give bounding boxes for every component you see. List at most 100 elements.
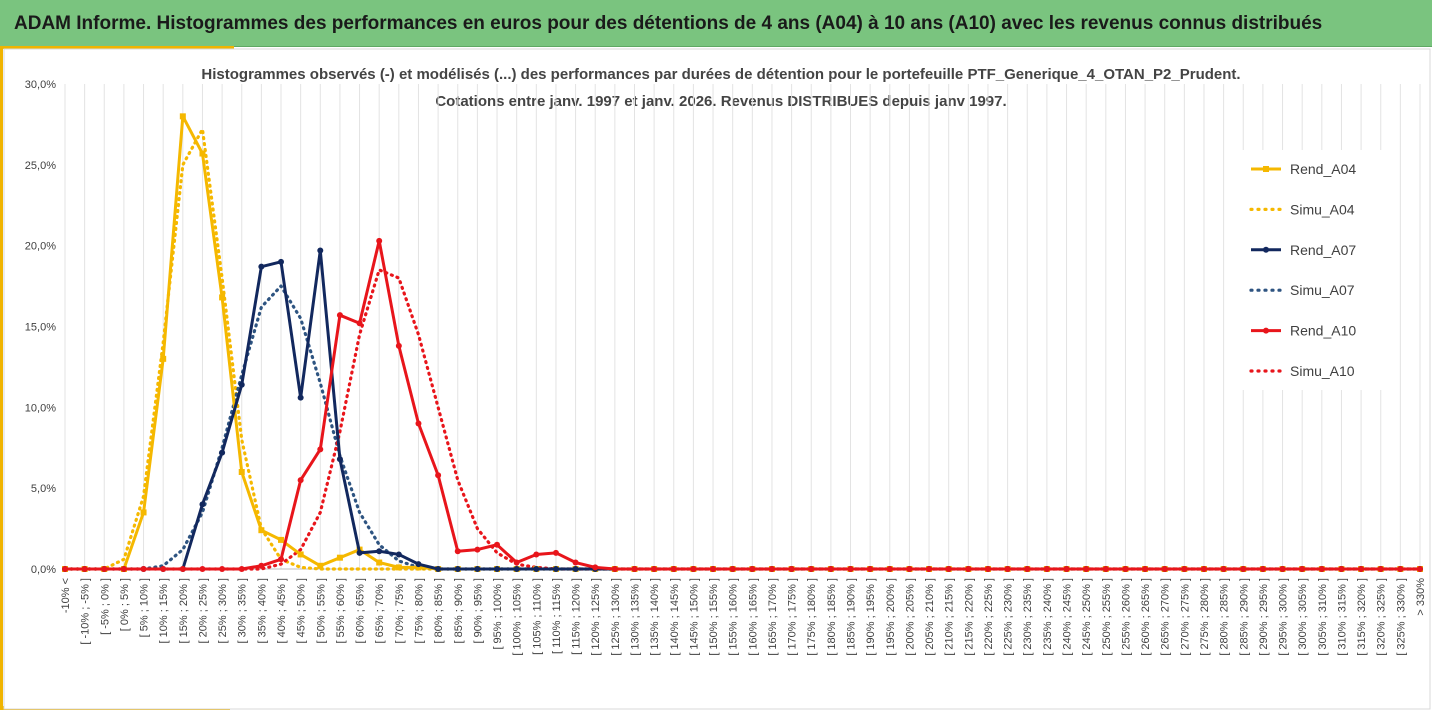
data-point (395, 342, 402, 349)
data-point (278, 536, 285, 543)
data-point (729, 566, 736, 572)
data-point (219, 294, 226, 301)
legend-label: Rend_A04 (1290, 161, 1356, 177)
report-banner: ADAM Informe. Histogrammes des performan… (0, 0, 1432, 47)
x-tick-label: [ 205% ; 210% ] (924, 578, 936, 656)
data-point (356, 549, 363, 556)
legend-item-Simu_A10: Simu_A10 (1249, 363, 1355, 379)
data-point (179, 113, 186, 120)
x-tick-label: [ 130% ; 135% ] (629, 578, 641, 656)
data-point (847, 566, 854, 572)
data-point (395, 551, 402, 558)
data-point (1161, 566, 1168, 572)
x-tick-label: [ 105% ; 110% ] (531, 578, 543, 655)
x-tick-label: [ 100% ; 105% ] (512, 578, 524, 656)
x-tick-label: [ 150% ; 155% ] (708, 578, 720, 656)
x-tick-label: [ 85% ; 90% ] (453, 578, 465, 643)
x-tick-label: [ 120% ; 125% ] (590, 578, 602, 656)
data-point (297, 551, 304, 558)
data-point (1004, 566, 1011, 572)
chart-legend: Rend_A04 Simu_A04 Rend_A07 Simu_A07 Rend_A10… (1238, 150, 1398, 390)
gridlines (64, 84, 1421, 570)
data-point (1299, 566, 1306, 572)
x-tick-label: [ 230% ; 235% ] (1022, 578, 1034, 656)
legend-label: Simu_A04 (1290, 201, 1355, 217)
data-point (160, 355, 167, 362)
histogram-chart: Histogrammes observés (-) et modélisés (… (3, 48, 1431, 710)
x-tick-label: [ 195% ; 200% ] (885, 578, 897, 656)
x-tick-label: [ 315% ; 320% ] (1356, 578, 1368, 656)
data-point (808, 566, 815, 572)
legend-box (1238, 150, 1398, 390)
legend-item-Simu_A07: Simu_A07 (1249, 282, 1355, 298)
x-tick-label: [ 70% ; 75% ] (394, 578, 406, 643)
y-tick-label: 25,0% (25, 160, 56, 172)
data-point (690, 566, 697, 572)
data-point (1181, 566, 1188, 572)
x-tick-label: [ 280% ; 285% ] (1219, 578, 1231, 656)
data-point (552, 566, 559, 572)
x-tick-label: [ 215% ; 220% ] (963, 578, 975, 656)
data-point (297, 477, 304, 484)
data-point (670, 566, 677, 572)
y-tick-label: 0,0% (31, 564, 56, 576)
x-tick-label: [ 170% ; 175% ] (787, 578, 799, 656)
x-tick-label: [ 45% ; 50% ] (296, 578, 308, 643)
data-point (435, 566, 442, 572)
x-tick-label: [ 5% ; 10% ] (139, 578, 151, 637)
legend-label: Rend_A10 (1290, 323, 1356, 339)
data-point (317, 562, 324, 569)
x-tick-label: [ -5% ; 0% ] (99, 578, 111, 635)
x-tick-label: [ 325% ; 330% ] (1395, 578, 1407, 656)
data-point (1024, 566, 1031, 572)
x-tick-label: [ 15% ; 20% ] (178, 578, 190, 643)
data-point (219, 566, 226, 572)
x-tick-label: [ 10% ; 15% ] (158, 578, 170, 643)
x-tick-label: [ 185% ; 190% ] (846, 578, 858, 656)
x-axis-tick-labels: -10% < [ -10% ; -5% ] [ -5% ; 0% ] [ 0% ; 5… (60, 578, 1427, 656)
data-point (258, 263, 265, 270)
data-point (552, 549, 559, 556)
data-point (611, 566, 618, 572)
data-point (140, 566, 147, 572)
series-line-Rend_A10 (65, 239, 1420, 571)
frame-accent-left (0, 46, 3, 710)
data-point (62, 566, 68, 572)
data-point (749, 566, 756, 572)
legend-item-Rend_A04: Rend_A04 (1251, 161, 1356, 177)
data-point (219, 449, 226, 456)
data-point (494, 541, 501, 548)
data-point (120, 566, 127, 572)
data-point (336, 554, 343, 561)
legend-label: Simu_A07 (1290, 282, 1355, 298)
data-point (1122, 566, 1129, 572)
data-point (474, 566, 481, 572)
data-point (1377, 566, 1384, 572)
x-tick-label: [ 125% ; 130% ] (610, 578, 622, 656)
data-point (1043, 566, 1050, 572)
x-tick-label: [ 290% ; 295% ] (1258, 578, 1270, 656)
data-point (631, 566, 638, 572)
data-point (238, 469, 245, 475)
x-tick-label: [ 310% ; 315% ] (1336, 578, 1348, 656)
y-tick-label: 15,0% (25, 322, 56, 334)
legend-item-Rend_A07: Rend_A07 (1251, 242, 1356, 258)
data-point (906, 566, 913, 572)
x-tick-label: [ 210% ; 215% ] (944, 578, 956, 656)
data-point (199, 150, 206, 157)
legend-label: Simu_A10 (1290, 363, 1355, 379)
data-point (258, 562, 265, 569)
data-point (1279, 566, 1286, 572)
legend-label: Rend_A07 (1290, 242, 1356, 258)
x-tick-label: [ -10% ; -5% ] (80, 578, 92, 645)
x-tick-label: [ 145% ; 150% ] (688, 578, 700, 656)
x-tick-label: [ 155% ; 160% ] (728, 578, 740, 656)
data-point (886, 566, 893, 572)
data-point (513, 566, 520, 572)
chart-title: Histogrammes observés (-) et modélisés (… (201, 66, 1240, 83)
x-tick-label: [ 175% ; 180% ] (806, 578, 818, 656)
x-tick-label: [ 115% ; 120% ] (571, 578, 583, 655)
x-tick-label: [ 260% ; 265% ] (1140, 578, 1152, 656)
data-point (376, 548, 383, 555)
x-tick-label: [ 160% ; 165% ] (747, 578, 759, 656)
